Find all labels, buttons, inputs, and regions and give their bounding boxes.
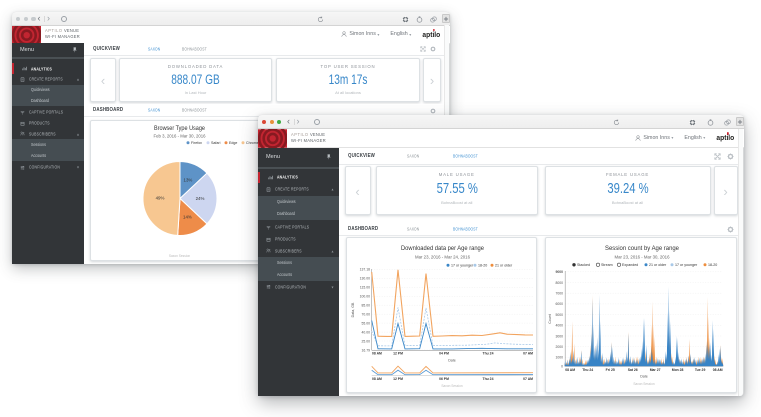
svg-text:21 or older: 21 or older (495, 263, 513, 267)
svg-text:08 AM: 08 AM (712, 367, 722, 371)
svg-text:Saxon Session: Saxon Session (441, 384, 462, 388)
svg-text:Data, GB: Data, GB (351, 302, 355, 317)
svg-text:5000: 5000 (555, 312, 563, 316)
svg-text:Thu 24: Thu 24 (482, 351, 493, 355)
svg-text:08 AM: 08 AM (372, 351, 382, 355)
svg-text:Tue 29: Tue 29 (694, 367, 705, 371)
svg-text:Mar 27: Mar 27 (649, 367, 660, 371)
svg-text:12 PM: 12 PM (393, 376, 403, 380)
svg-text:Expanded: Expanded (622, 263, 638, 267)
svg-text:08 AM: 08 AM (372, 376, 382, 380)
svg-text:07 AM: 07 AM (523, 351, 533, 355)
svg-text:Chrome: Chrome (246, 141, 259, 145)
svg-text:85.00: 85.00 (361, 303, 370, 307)
svg-text:12 PM: 12 PM (393, 351, 403, 355)
svg-text:137.18: 137.18 (359, 267, 369, 271)
svg-text:8000: 8000 (555, 280, 563, 284)
svg-text:Stacked: Stacked (577, 263, 590, 267)
svg-text:Date: Date (448, 358, 456, 362)
svg-text:Downloaded data per Age range: Downloaded data per Age range (401, 245, 484, 252)
svg-text:18-20: 18-20 (478, 263, 487, 267)
svg-text:Date: Date (640, 374, 648, 378)
svg-text:08 AM: 08 AM (565, 367, 575, 371)
svg-text:04 PM: 04 PM (439, 351, 449, 355)
svg-text:6000: 6000 (555, 302, 563, 306)
svg-text:Thu 24: Thu 24 (482, 376, 493, 380)
svg-text:24%: 24% (196, 195, 205, 200)
svg-text:Count: Count (548, 314, 552, 324)
svg-text:49%: 49% (156, 195, 165, 200)
svg-text:70.00: 70.00 (361, 312, 370, 316)
svg-text:Feb 3, 2016 - Mar 30, 2016: Feb 3, 2016 - Mar 30, 2016 (154, 133, 207, 138)
svg-text:Session count by Age range: Session count by Age range (605, 245, 679, 252)
svg-text:18-20: 18-20 (708, 263, 717, 267)
svg-text:16.79: 16.79 (361, 348, 370, 352)
svg-text:7000: 7000 (555, 291, 563, 295)
svg-text:40.00: 40.00 (361, 330, 370, 334)
svg-text:55.00: 55.00 (361, 321, 370, 325)
svg-text:Edge: Edge (229, 141, 237, 145)
svg-text:4000: 4000 (555, 323, 563, 327)
svg-text:13%: 13% (184, 177, 193, 182)
svg-text:2000: 2000 (555, 345, 563, 349)
svg-text:Stream: Stream (601, 263, 613, 267)
svg-text:Firefox: Firefox (191, 141, 202, 145)
svg-text:Thu 24: Thu 24 (582, 367, 593, 371)
svg-text:Safari: Safari (211, 141, 221, 145)
svg-text:21 or older: 21 or older (649, 263, 667, 267)
svg-text:130.00: 130.00 (359, 276, 369, 280)
svg-text:115.00: 115.00 (359, 285, 369, 289)
svg-text:Browser Type Usage: Browser Type Usage (154, 125, 205, 132)
svg-text:Fri 25: Fri 25 (605, 367, 614, 371)
svg-text:Sat 26: Sat 26 (627, 367, 637, 371)
svg-text:Mar 23, 2016 - Mar 30, 2016: Mar 23, 2016 - Mar 30, 2016 (614, 254, 670, 259)
svg-text:1000: 1000 (555, 355, 563, 359)
svg-text:100.00: 100.00 (359, 294, 369, 298)
svg-text:Saxon Session: Saxon Session (633, 382, 654, 386)
svg-text:Mar 23, 2016 - Mar 24, 2016: Mar 23, 2016 - Mar 24, 2016 (415, 254, 471, 259)
svg-text:07 AM: 07 AM (523, 376, 533, 380)
svg-text:3000: 3000 (555, 334, 563, 338)
svg-text:Saxon Session: Saxon Session (169, 254, 190, 258)
svg-text:17 or younger: 17 or younger (675, 263, 698, 267)
svg-text:9000: 9000 (555, 270, 563, 274)
svg-text:25.00: 25.00 (361, 339, 370, 343)
svg-text:Mon 28: Mon 28 (671, 367, 683, 371)
svg-text:0: 0 (561, 364, 563, 368)
svg-text:14%: 14% (183, 214, 192, 219)
svg-text:17 or younger: 17 or younger (451, 263, 474, 267)
svg-text:06 PM: 06 PM (439, 376, 449, 380)
